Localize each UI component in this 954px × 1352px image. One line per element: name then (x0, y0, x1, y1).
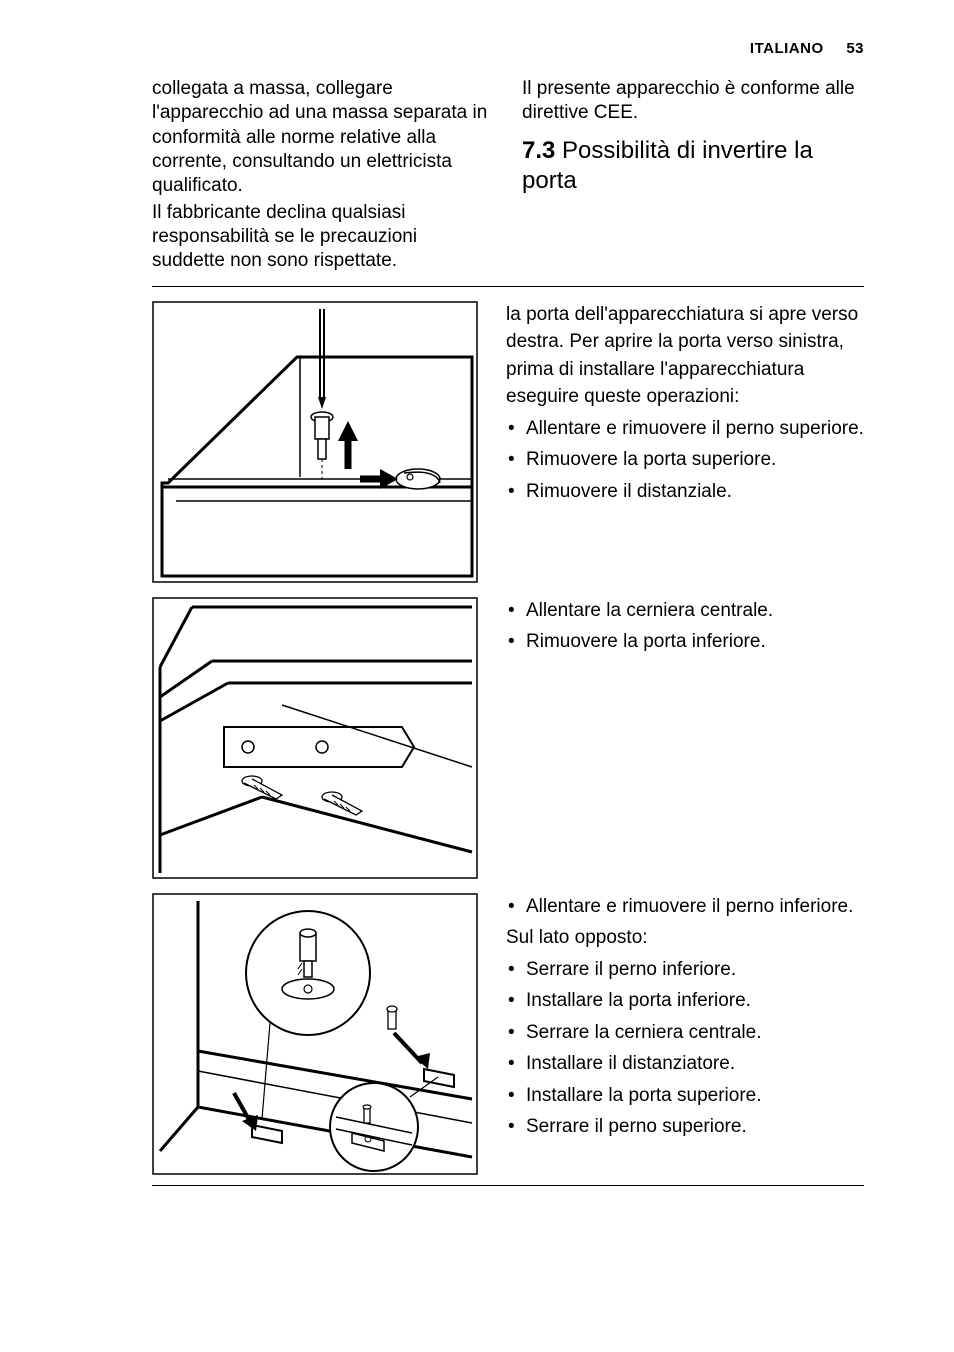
list-item: Allentare e rimuovere il perno inferiore… (506, 893, 864, 921)
step-3-text: Allentare e rimuovere il perno inferiore… (506, 893, 864, 1145)
language-label: ITALIANO (750, 40, 824, 57)
list-item: Serrare il perno inferiore. (506, 956, 864, 984)
section-title: Possibilità di invertire la porta (522, 137, 813, 194)
step-1: la porta dell'apparecchiatura si apre ve… (152, 301, 864, 583)
step-1-intro: la porta dell'apparecchiatura si apre ve… (506, 301, 864, 411)
page-number: 53 (846, 40, 864, 57)
step-3: Allentare e rimuovere il perno inferiore… (152, 893, 864, 1175)
step-2-bullets: Allentare la cerniera centrale. Rimuover… (506, 597, 864, 656)
divider-bottom (152, 1185, 864, 1186)
list-item: Rimuovere la porta superiore. (506, 446, 864, 474)
list-item: Allentare la cerniera centrale. (506, 597, 864, 625)
list-item: Serrare il perno superiore. (506, 1113, 864, 1141)
step-1-bullets: Allentare e rimuovere il perno superiore… (506, 415, 864, 506)
list-item: Rimuovere la porta inferiore. (506, 628, 864, 656)
step-1-text: la porta dell'apparecchiatura si apre ve… (506, 301, 864, 510)
list-item: Serrare la cerniera centrale. (506, 1019, 864, 1047)
intro-left: collegata a massa, collegare l'apparecch… (152, 77, 494, 276)
list-item: Installare la porta superiore. (506, 1082, 864, 1110)
list-item: Installare la porta inferiore. (506, 987, 864, 1015)
list-item: Installare il distanziatore. (506, 1050, 864, 1078)
intro-left-p2: Il fabbricante declina qualsiasi respons… (152, 201, 494, 274)
list-item: Allentare e rimuovere il perno superiore… (506, 415, 864, 443)
section-number: 7.3 (522, 137, 555, 164)
section-heading: 7.3 Possibilità di invertire la porta (522, 136, 864, 196)
divider-top (152, 286, 864, 287)
page-header: ITALIANO 53 (152, 40, 864, 57)
list-item: Rimuovere il distanziale. (506, 478, 864, 506)
figure-2 (152, 597, 478, 879)
step-3-bullets-b: Serrare il perno inferiore. Installare l… (506, 956, 864, 1141)
figure-1 (152, 301, 478, 583)
intro-right-p1: Il presente apparecchio è conforme alle … (522, 77, 864, 126)
figure-3 (152, 893, 478, 1175)
intro-columns: collegata a massa, collegare l'apparecch… (152, 77, 864, 276)
step-2-text: Allentare la cerniera centrale. Rimuover… (506, 597, 864, 660)
step-3-mid: Sul lato opposto: (506, 924, 864, 952)
step-2: Allentare la cerniera centrale. Rimuover… (152, 597, 864, 879)
intro-right: Il presente apparecchio è conforme alle … (522, 77, 864, 276)
intro-left-p1: collegata a massa, collegare l'apparecch… (152, 77, 494, 199)
step-3-bullets-a: Allentare e rimuovere il perno inferiore… (506, 893, 864, 921)
